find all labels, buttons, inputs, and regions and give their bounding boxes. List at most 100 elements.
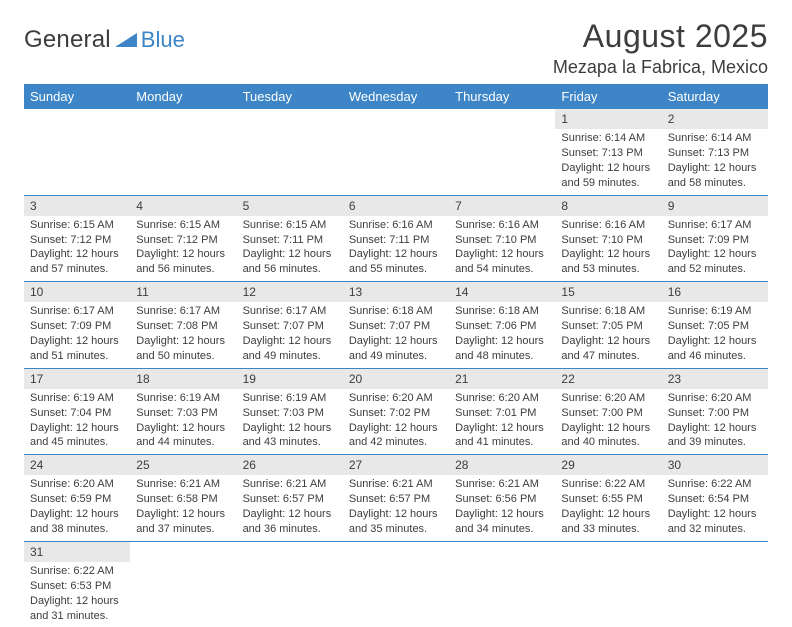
logo-triangle-icon — [115, 31, 137, 52]
weekday-header: Thursday — [449, 84, 555, 109]
daylight-text: Daylight: 12 hours and 40 minutes. — [561, 421, 655, 451]
empty-cell — [343, 109, 449, 195]
day-content: Sunrise: 6:18 AMSunset: 7:05 PMDaylight:… — [555, 302, 661, 367]
day-content: Sunrise: 6:17 AMSunset: 7:09 PMDaylight:… — [662, 216, 768, 281]
sunrise-text: Sunrise: 6:19 AM — [668, 304, 762, 319]
day-number: 9 — [662, 196, 768, 216]
day-cell: 3Sunrise: 6:15 AMSunset: 7:12 PMDaylight… — [24, 195, 130, 282]
day-number: 31 — [24, 542, 130, 562]
daylight-text: Daylight: 12 hours and 55 minutes. — [349, 247, 443, 277]
sunset-text: Sunset: 7:09 PM — [668, 233, 762, 248]
day-number: 12 — [237, 282, 343, 302]
day-content: Sunrise: 6:15 AMSunset: 7:11 PMDaylight:… — [237, 216, 343, 281]
sunrise-text: Sunrise: 6:21 AM — [243, 477, 337, 492]
day-content: Sunrise: 6:18 AMSunset: 7:06 PMDaylight:… — [449, 302, 555, 367]
day-cell: 7Sunrise: 6:16 AMSunset: 7:10 PMDaylight… — [449, 195, 555, 282]
sunrise-text: Sunrise: 6:22 AM — [30, 564, 124, 579]
sunrise-text: Sunrise: 6:17 AM — [30, 304, 124, 319]
empty-cell — [130, 541, 236, 627]
day-number: 17 — [24, 369, 130, 389]
day-cell: 18 Sunrise: 6:19 AMSunset: 7:03 PMDayligh… — [130, 368, 236, 455]
day-number: 25 — [130, 455, 236, 475]
empty-cell — [343, 541, 449, 627]
weekday-header: Wednesday — [343, 84, 449, 109]
daylight-text: Daylight: 12 hours and 35 minutes. — [349, 507, 443, 537]
day-cell: 25Sunrise: 6:21 AMSunset: 6:58 PMDayligh… — [130, 455, 236, 542]
day-number: 10 — [24, 282, 130, 302]
sunset-text: Sunset: 7:08 PM — [136, 319, 230, 334]
sunset-text: Sunset: 7:03 PM — [136, 406, 230, 421]
day-content: Sunrise: 6:17 AMSunset: 7:09 PMDaylight:… — [24, 302, 130, 367]
header: General Blue August 2025 Mezapa la Fabri… — [24, 18, 768, 78]
empty-cell — [237, 109, 343, 195]
weekday-header: Saturday — [662, 84, 768, 109]
logo: General Blue — [24, 18, 185, 54]
daylight-text: Daylight: 12 hours and 46 minutes. — [668, 334, 762, 364]
daylight-text: Daylight: 12 hours and 43 minutes. — [243, 421, 337, 451]
day-number: 2 — [662, 109, 768, 129]
sunrise-text: Sunrise: 6:18 AM — [561, 304, 655, 319]
day-number: 13 — [343, 282, 449, 302]
sunset-text: Sunset: 7:03 PM — [243, 406, 337, 421]
daylight-text: Daylight: 12 hours and 54 minutes. — [455, 247, 549, 277]
day-content: Sunrise: 6:19 AMSunset: 7:05 PMDaylight:… — [662, 302, 768, 367]
day-cell: 2Sunrise: 6:14 AMSunset: 7:13 PMDaylight… — [662, 109, 768, 195]
sunrise-text: Sunrise: 6:17 AM — [136, 304, 230, 319]
sunrise-text: Sunrise: 6:20 AM — [455, 391, 549, 406]
day-content: Sunrise: 6:21 AMSunset: 6:57 PMDaylight:… — [237, 475, 343, 540]
sunset-text: Sunset: 7:04 PM — [30, 406, 124, 421]
day-cell: 22Sunrise: 6:20 AMSunset: 7:00 PMDayligh… — [555, 368, 661, 455]
day-content: Sunrise: 6:21 AMSunset: 6:57 PMDaylight:… — [343, 475, 449, 540]
day-cell: 1Sunrise: 6:14 AMSunset: 7:13 PMDaylight… — [555, 109, 661, 195]
day-cell: 29Sunrise: 6:22 AMSunset: 6:55 PMDayligh… — [555, 455, 661, 542]
sunrise-text: Sunrise: 6:18 AM — [455, 304, 549, 319]
sunset-text: Sunset: 7:00 PM — [561, 406, 655, 421]
calendar-body: 1Sunrise: 6:14 AMSunset: 7:13 PMDaylight… — [24, 109, 768, 627]
sunrise-text: Sunrise: 6:19 AM — [136, 391, 230, 406]
day-content: Sunrise: 6:17 AMSunset: 7:08 PMDaylight:… — [130, 302, 236, 367]
day-number: 22 — [555, 369, 661, 389]
sunset-text: Sunset: 7:13 PM — [668, 146, 762, 161]
day-content: Sunrise: 6:15 AMSunset: 7:12 PMDaylight:… — [130, 216, 236, 281]
daylight-text: Daylight: 12 hours and 47 minutes. — [561, 334, 655, 364]
day-number: 16 — [662, 282, 768, 302]
calendar-table: Sunday Monday Tuesday Wednesday Thursday… — [24, 84, 768, 627]
day-cell: 10Sunrise: 6:17 AMSunset: 7:09 PMDayligh… — [24, 282, 130, 369]
day-number: 28 — [449, 455, 555, 475]
sunset-text: Sunset: 6:57 PM — [243, 492, 337, 507]
day-cell: 4Sunrise: 6:15 AMSunset: 7:12 PMDaylight… — [130, 195, 236, 282]
daylight-text: Daylight: 12 hours and 44 minutes. — [136, 421, 230, 451]
empty-cell — [662, 541, 768, 627]
sunset-text: Sunset: 7:10 PM — [561, 233, 655, 248]
sunset-text: Sunset: 7:00 PM — [668, 406, 762, 421]
daylight-text: Daylight: 12 hours and 50 minutes. — [136, 334, 230, 364]
day-number: 8 — [555, 196, 661, 216]
sunset-text: Sunset: 7:05 PM — [668, 319, 762, 334]
empty-cell — [24, 109, 130, 195]
location-text: Mezapa la Fabrica, Mexico — [553, 57, 768, 78]
daylight-text: Daylight: 12 hours and 39 minutes. — [668, 421, 762, 451]
day-cell: 11Sunrise: 6:17 AMSunset: 7:08 PMDayligh… — [130, 282, 236, 369]
empty-cell — [130, 109, 236, 195]
day-number: 26 — [237, 455, 343, 475]
sunset-text: Sunset: 6:55 PM — [561, 492, 655, 507]
sunset-text: Sunset: 7:10 PM — [455, 233, 549, 248]
day-number: 14 — [449, 282, 555, 302]
sunset-text: Sunset: 7:07 PM — [349, 319, 443, 334]
day-content: Sunrise: 6:16 AMSunset: 7:10 PMDaylight:… — [555, 216, 661, 281]
day-content: Sunrise: 6:17 AMSunset: 7:07 PMDaylight:… — [237, 302, 343, 367]
day-content: Sunrise: 6:21 AMSunset: 6:58 PMDaylight:… — [130, 475, 236, 540]
sunrise-text: Sunrise: 6:20 AM — [30, 477, 124, 492]
day-content: Sunrise: 6:20 AMSunset: 7:00 PMDaylight:… — [662, 389, 768, 454]
day-number: 7 — [449, 196, 555, 216]
day-number: 18 — [130, 369, 236, 389]
daylight-text: Daylight: 12 hours and 48 minutes. — [455, 334, 549, 364]
weekday-header: Friday — [555, 84, 661, 109]
sunrise-text: Sunrise: 6:15 AM — [243, 218, 337, 233]
day-number: 4 — [130, 196, 236, 216]
sunrise-text: Sunrise: 6:22 AM — [561, 477, 655, 492]
day-number: 3 — [24, 196, 130, 216]
sunrise-text: Sunrise: 6:19 AM — [243, 391, 337, 406]
daylight-text: Daylight: 12 hours and 32 minutes. — [668, 507, 762, 537]
sunrise-text: Sunrise: 6:21 AM — [455, 477, 549, 492]
